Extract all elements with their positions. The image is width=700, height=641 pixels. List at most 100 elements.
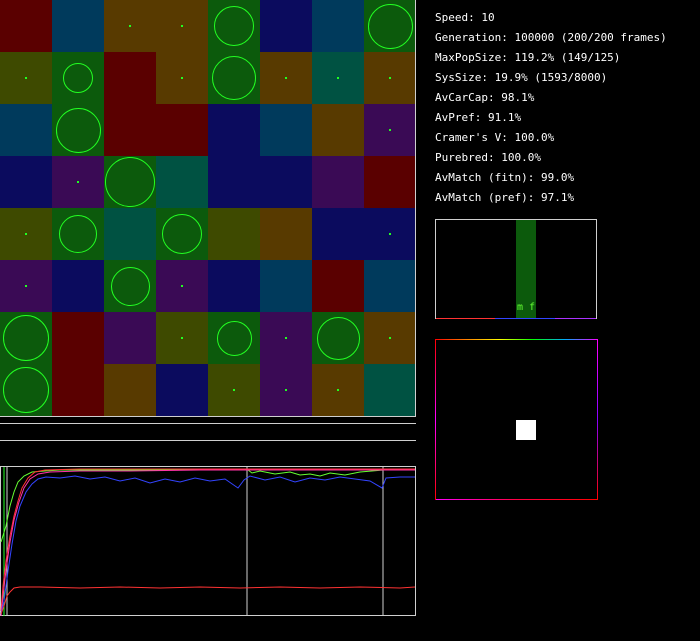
population-dot [389,129,391,131]
grid-cell[interactable] [0,0,52,52]
habitat-grid[interactable] [0,0,416,417]
color-space-map [435,339,598,500]
population-ring [63,63,93,93]
population-dot [389,77,391,79]
population-ring [214,6,254,46]
grid-cell[interactable] [156,0,208,52]
grid-cell[interactable] [364,312,416,364]
grid-cell[interactable] [312,52,364,104]
stat-av-car-cap: AvCarCap: 98.1% [435,91,535,104]
population-dot [181,77,183,79]
population-dot [337,77,339,79]
population-dot [233,389,235,391]
grid-cell[interactable] [0,208,52,260]
grid-cell[interactable] [156,260,208,312]
grid-cell[interactable] [156,364,208,416]
grid-cell[interactable] [208,0,260,52]
grid-cell[interactable] [104,208,156,260]
grid-cell[interactable] [52,260,104,312]
history-line-red [0,468,415,612]
grid-cell[interactable] [312,260,364,312]
grid-cell[interactable] [104,260,156,312]
grid-cell[interactable] [104,104,156,156]
grid-cell[interactable] [52,52,104,104]
grid-cell[interactable] [156,52,208,104]
grid-cell[interactable] [156,156,208,208]
grid-cell[interactable] [260,364,312,416]
grid-cell[interactable] [52,104,104,156]
grid-cell[interactable] [364,208,416,260]
grid-cell[interactable] [52,208,104,260]
stat-sys-size: SysSize: 19.9% (1593/8000) [435,71,608,84]
grid-cell[interactable] [208,260,260,312]
grid-cell[interactable] [364,260,416,312]
mate-pref-label: m f [517,302,535,313]
grid-cell[interactable] [208,208,260,260]
grid-cell[interactable] [104,364,156,416]
stat-speed: Speed: 10 [435,11,495,24]
grid-cell[interactable] [364,156,416,208]
population-ring [316,316,360,360]
grid-cell[interactable] [364,104,416,156]
grid-cell[interactable] [104,0,156,52]
grid-cell[interactable] [260,156,312,208]
grid-cell[interactable] [260,52,312,104]
grid-cell[interactable] [260,260,312,312]
grid-cell[interactable] [208,52,260,104]
grid-cell[interactable] [260,312,312,364]
population-dot [285,77,287,79]
grid-cell[interactable] [260,208,312,260]
history-line-magenta [0,469,415,617]
grid-cell[interactable] [312,104,364,156]
grid-cell[interactable] [52,312,104,364]
grid-cell[interactable] [208,364,260,416]
grid-cell[interactable] [52,156,104,208]
grid-cell[interactable] [208,104,260,156]
grid-cell[interactable] [104,156,156,208]
population-dot [285,337,287,339]
color-map-cluster [516,420,536,440]
mate-pref-bar [516,220,536,318]
grid-cell[interactable] [312,208,364,260]
population-ring [212,56,256,100]
grid-cell[interactable] [104,312,156,364]
grid-cell[interactable] [52,364,104,416]
population-ring [59,215,97,253]
stat-generation: Generation: 100000 (200/200 frames) [435,31,667,44]
grid-cell[interactable] [0,364,52,416]
history-frame [0,466,416,616]
grid-cell[interactable] [312,312,364,364]
stat-av-match-pref: AvMatch (pref): 97.1% [435,191,575,204]
stats-panel: Speed: 10 Generation: 100000 (200/200 fr… [435,8,667,208]
population-dot [25,77,27,79]
grid-cell[interactable] [156,104,208,156]
grid-cell[interactable] [364,52,416,104]
grid-cell[interactable] [0,260,52,312]
grid-cell[interactable] [0,104,52,156]
population-dot [77,181,79,183]
grid-cell[interactable] [260,0,312,52]
grid-cell[interactable] [52,0,104,52]
grid-cell[interactable] [312,0,364,52]
population-ring [162,214,202,254]
color-map-edge-left [435,339,436,500]
grid-cell[interactable] [364,0,416,52]
grid-cell[interactable] [156,312,208,364]
population-dot [181,25,183,27]
grid-cell[interactable] [364,364,416,416]
grid-cell[interactable] [260,104,312,156]
grid-cell[interactable] [0,52,52,104]
population-dot [25,285,27,287]
grid-cell[interactable] [156,208,208,260]
grid-cell[interactable] [0,156,52,208]
grid-cell[interactable] [312,364,364,416]
grid-cell[interactable] [0,312,52,364]
grid-cell[interactable] [208,312,260,364]
stat-purebred: Purebred: 100.0% [435,151,541,164]
population-ring [110,266,150,306]
population-dot [181,337,183,339]
population-ring [216,320,252,356]
grid-cell[interactable] [208,156,260,208]
grid-cell[interactable] [104,52,156,104]
grid-cell[interactable] [312,156,364,208]
